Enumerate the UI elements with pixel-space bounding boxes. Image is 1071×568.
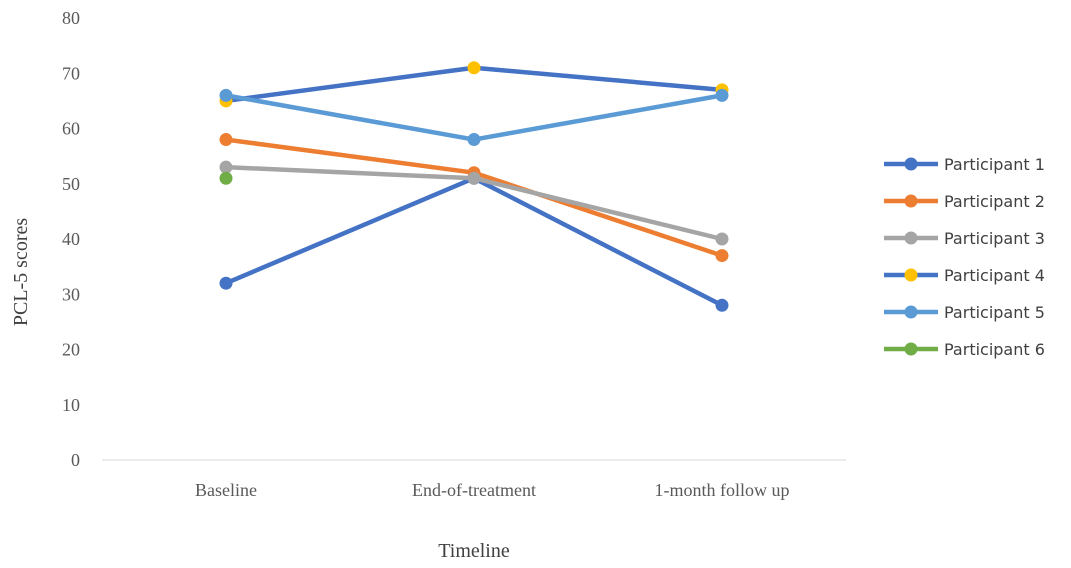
y-tick-label: 80 xyxy=(62,8,80,28)
y-tick-label: 0 xyxy=(71,450,80,470)
series-line xyxy=(223,137,725,258)
y-axis-ticks: 0 10 20 30 40 50 60 70 80 xyxy=(62,8,80,470)
legend: Participant 1 Participant 2 Participant 3 P… xyxy=(884,155,1045,359)
x-tick-label: 1-month follow up xyxy=(655,480,790,500)
x-tick-label: End-of-treatment xyxy=(412,480,536,500)
y-tick-label: 50 xyxy=(62,174,80,194)
data-point xyxy=(467,171,481,185)
data-point xyxy=(715,298,729,312)
legend-label: Participant 2 xyxy=(944,192,1045,211)
legend-marker xyxy=(904,268,918,282)
y-tick-label: 40 xyxy=(62,229,80,249)
y-axis-title: PCL-5 scores xyxy=(10,218,32,327)
x-tick-label: Baseline xyxy=(195,480,257,500)
y-tick-label: 10 xyxy=(62,395,80,415)
legend-marker xyxy=(904,157,918,171)
x-axis-title: Timeline xyxy=(438,540,510,562)
series-points xyxy=(219,61,729,312)
legend-marker xyxy=(904,231,918,245)
y-tick-label: 70 xyxy=(62,63,80,83)
y-tick-label: 20 xyxy=(62,340,80,360)
data-point xyxy=(715,249,729,263)
x-axis-ticks: Baseline End-of-treatment 1-month follow u… xyxy=(195,480,789,500)
legend-label: Participant 1 xyxy=(944,155,1045,174)
series-line xyxy=(223,93,725,142)
legend-marker xyxy=(904,194,918,208)
data-point xyxy=(715,232,729,246)
legend-label: Participant 5 xyxy=(944,303,1045,322)
data-point xyxy=(219,133,233,147)
data-point xyxy=(219,171,233,185)
y-tick-label: 30 xyxy=(62,284,80,304)
data-point xyxy=(219,88,233,102)
data-point xyxy=(715,88,729,102)
data-point xyxy=(219,276,233,290)
legend-label: Participant 3 xyxy=(944,229,1045,248)
legend-marker xyxy=(904,342,918,356)
data-point xyxy=(219,160,233,174)
legend-marker xyxy=(904,305,918,319)
series-line xyxy=(223,175,725,308)
series-lines xyxy=(223,65,725,308)
y-tick-label: 60 xyxy=(62,119,80,139)
legend-label: Participant 6 xyxy=(944,340,1045,359)
legend-label: Participant 4 xyxy=(944,266,1045,285)
data-point xyxy=(467,61,481,75)
data-point xyxy=(467,133,481,147)
